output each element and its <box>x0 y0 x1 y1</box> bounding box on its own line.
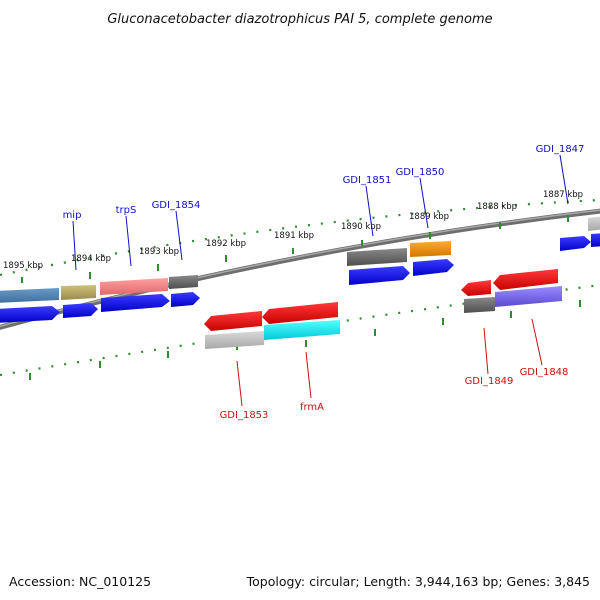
accession-text: Accession: NC_010125 <box>9 574 151 589</box>
cds-arrow-reverse[interactable] <box>493 269 558 290</box>
reverse-leader-lines <box>236 318 543 407</box>
topology-text: Topology: circular; Length: 3,944,163 bp… <box>246 574 590 589</box>
gene-label-gdi1850[interactable]: GDI_1850 <box>396 167 445 178</box>
upper-tick-ruler <box>0 198 600 277</box>
kbp-label: 1888 kbp <box>477 202 517 212</box>
gene-label-gdi1847[interactable]: GDI_1847 <box>536 144 585 155</box>
kbp-label: 1890 kbp <box>341 222 381 232</box>
upper-major-ticks <box>21 215 569 283</box>
cds-arrow-reverse[interactable] <box>204 311 262 331</box>
gene-label-gdi1853[interactable]: GDI_1853 <box>220 410 269 421</box>
gene-label-mip[interactable]: mip <box>63 210 82 221</box>
cds-arrow[interactable] <box>63 303 98 318</box>
cds-arrow[interactable] <box>0 306 60 323</box>
gene-label-trps[interactable]: trpS <box>116 205 137 216</box>
kbp-label: 1889 kbp <box>409 212 449 222</box>
cds-arrow-reverse[interactable] <box>461 280 491 296</box>
cds-arrow[interactable] <box>101 294 170 312</box>
lower-major-ticks <box>29 300 581 380</box>
gene-block-gdi1849[interactable] <box>464 297 495 313</box>
kbp-label: 1892 kbp <box>206 239 246 249</box>
gene-label-gdi1854[interactable]: GDI_1854 <box>152 200 201 211</box>
gene-block-gdi1854[interactable] <box>169 275 198 289</box>
forward-gene-blocks <box>0 216 600 323</box>
gene-block-mip[interactable] <box>61 285 96 300</box>
kbp-label: 1895 kbp <box>3 261 43 271</box>
gene-block-trps[interactable] <box>100 278 168 295</box>
gene-block-gdi1851[interactable] <box>347 248 407 266</box>
gene-block-steel[interactable] <box>0 288 59 303</box>
gene-block-gdi1848[interactable] <box>495 286 562 307</box>
gene-label-gdi1848[interactable]: GDI_1848 <box>520 367 569 378</box>
genome-title: Gluconacetobacter diazotrophicus PAI 5, … <box>107 12 492 27</box>
cds-arrow[interactable] <box>591 233 600 247</box>
kbp-label: 1893 kbp <box>139 247 179 257</box>
gene-label-gdi1851[interactable]: GDI_1851 <box>343 175 392 186</box>
cds-arrow-reverse[interactable] <box>262 302 338 324</box>
cds-arrow[interactable] <box>560 236 591 251</box>
gene-block-frma[interactable] <box>264 320 340 340</box>
gene-block-gdi1853[interactable] <box>205 331 264 349</box>
gene-block-gdi1850[interactable] <box>410 241 451 257</box>
gene-block-edge[interactable] <box>588 216 600 231</box>
gene-label-frma[interactable]: frmA <box>300 402 324 413</box>
kbp-label: 1891 kbp <box>274 231 314 241</box>
cds-arrow[interactable] <box>413 259 454 276</box>
kbp-label: 1887 kbp <box>543 190 583 200</box>
reverse-gene-blocks <box>204 269 562 349</box>
kbp-label: 1894 kbp <box>71 254 111 264</box>
cds-arrow[interactable] <box>171 292 200 307</box>
cds-arrow[interactable] <box>349 266 410 285</box>
gene-label-gdi1849[interactable]: GDI_1849 <box>465 376 514 387</box>
forward-leader-lines <box>72 154 569 271</box>
